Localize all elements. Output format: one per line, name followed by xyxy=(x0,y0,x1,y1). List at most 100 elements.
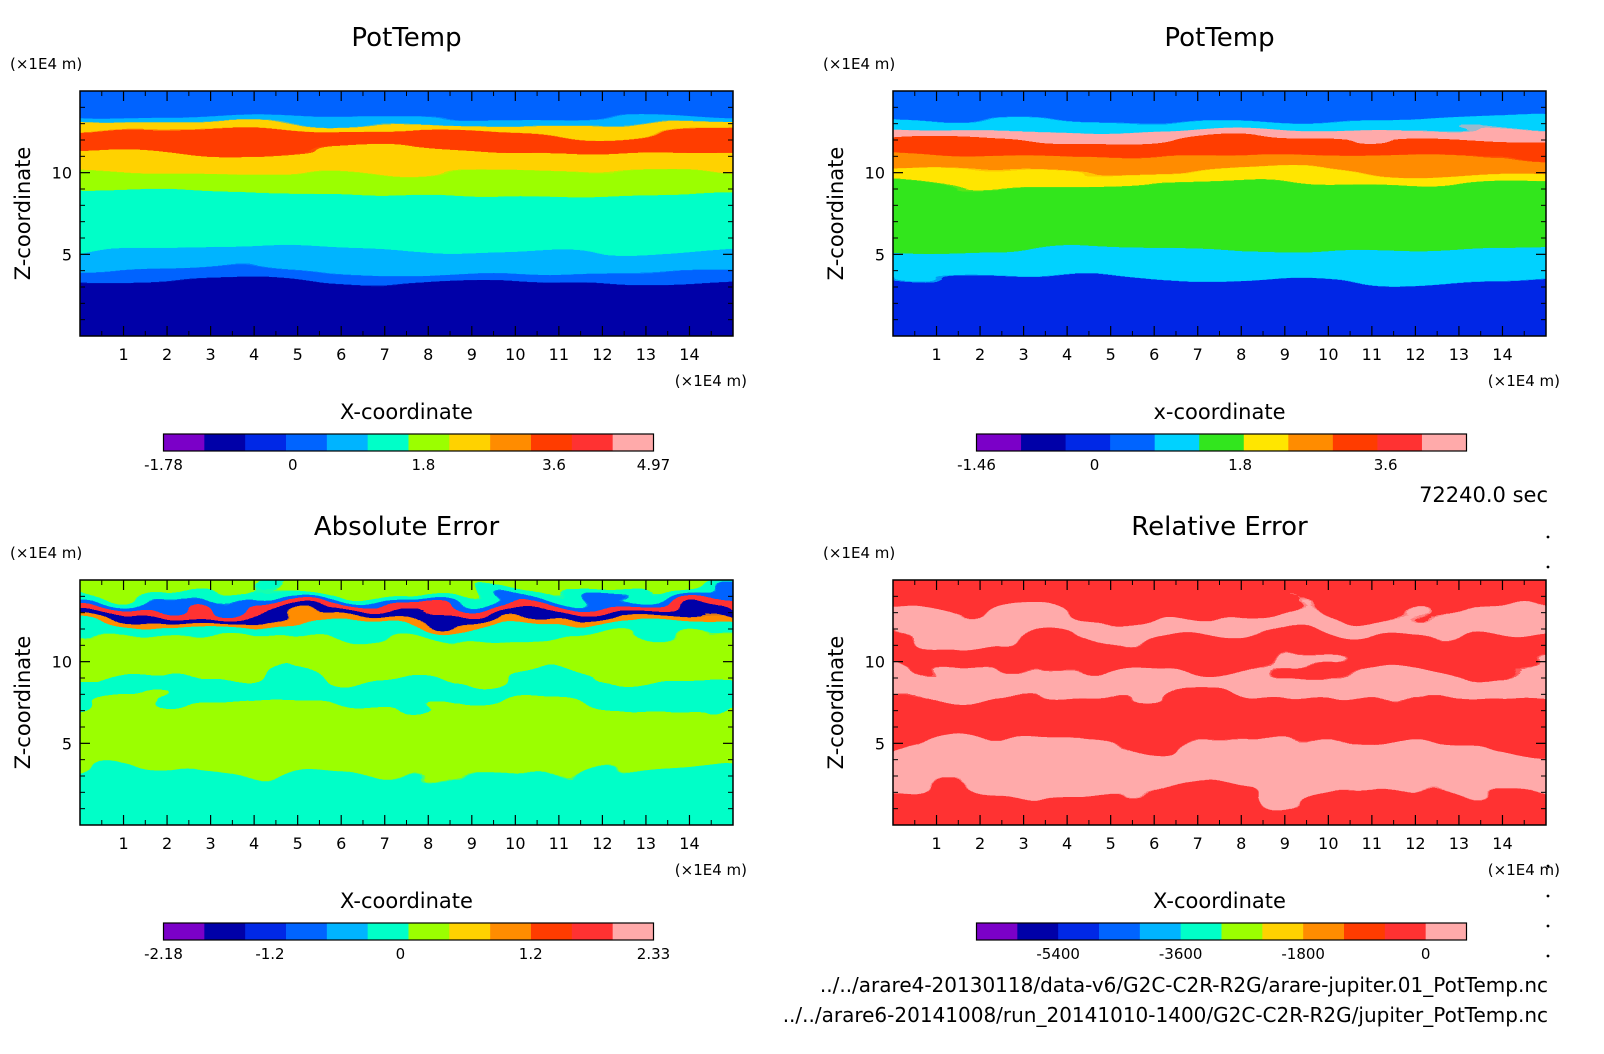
colorbar-swatch xyxy=(571,923,614,940)
margin-dot xyxy=(1546,894,1550,898)
y-tick-label: 5 xyxy=(62,734,72,753)
x-axis-label: X-coordinate xyxy=(340,400,473,424)
x-tick-label: 14 xyxy=(1492,834,1512,853)
plot-area xyxy=(80,580,733,825)
y-unit-label: (×1E4 m) xyxy=(10,544,82,562)
colorbar-frame xyxy=(162,922,655,941)
chart-panel-1: PotTemp(×1E4 m)1 2 3 4 5 6 7 8 9 10 11 12 13 14510(×1… xyxy=(10,23,747,474)
margin-dot xyxy=(1546,954,1550,958)
x-axis-label: X-coordinate xyxy=(1153,889,1286,913)
colorbar-swatch xyxy=(1221,923,1263,940)
contour-band xyxy=(80,599,733,606)
x-tick-label: 5 xyxy=(293,345,303,364)
contour-band xyxy=(80,593,733,601)
colorbar-tick-label: 4.97 xyxy=(637,456,670,474)
colorbar-tick-label: -3600 xyxy=(1159,945,1203,963)
y-axis-label: Z-coordinate xyxy=(11,636,35,770)
x-tick-label: 13 xyxy=(1449,345,1469,364)
x-tick-label: 12 xyxy=(1405,345,1425,364)
x-unit-label: (×1E4 m) xyxy=(675,861,747,879)
chart-title: PotTemp xyxy=(351,23,461,53)
colorbar-tick-label: -5400 xyxy=(1036,945,1080,963)
colorbar-swatch xyxy=(1332,434,1378,451)
x-unit-label: (×1E4 m) xyxy=(1488,861,1560,879)
y-axis-label: Z-coordinate xyxy=(11,147,35,281)
x-axis-label: x-coordinate xyxy=(1153,400,1285,424)
y-axis-label: Z-coordinate xyxy=(824,636,848,770)
margin-dot xyxy=(1546,535,1550,539)
colorbar-swatch xyxy=(245,434,287,451)
x-tick-label: 11 xyxy=(549,834,569,853)
colorbar-swatch xyxy=(490,434,532,451)
x-tick-label: 12 xyxy=(1405,834,1425,853)
x-tick-label: 6 xyxy=(1149,345,1159,364)
colorbar-tick-label: 0 xyxy=(1090,456,1100,474)
colorbar-swatch xyxy=(1303,923,1345,940)
colorbar-swatch xyxy=(204,923,246,940)
x-tick-label: 1 xyxy=(931,345,941,364)
contour-field xyxy=(80,580,733,825)
colorbar-swatch xyxy=(1065,434,1111,451)
y-axis-label: Z-coordinate xyxy=(824,147,848,281)
contour-band xyxy=(893,140,1546,158)
y-unit-label: (×1E4 m) xyxy=(823,55,895,73)
contour-band xyxy=(80,151,733,174)
contour-band xyxy=(80,580,733,595)
margin-dot xyxy=(1546,924,1550,928)
x-tick-label: 5 xyxy=(293,834,303,853)
colorbar-swatch xyxy=(449,923,491,940)
x-tick-label: 4 xyxy=(1062,345,1072,364)
x-tick-label: 14 xyxy=(679,834,699,853)
colorbar-swatch xyxy=(1425,923,1467,940)
contour-band xyxy=(80,125,733,133)
colorbar-swatch xyxy=(1421,434,1467,451)
contour-band xyxy=(893,697,1546,745)
x-axis-label: X-coordinate xyxy=(340,889,473,913)
x-tick-label: 5 xyxy=(1106,345,1116,364)
chart-title: Relative Error xyxy=(1131,512,1308,542)
x-tick-label: 2 xyxy=(975,345,985,364)
colorbar-swatch xyxy=(1139,923,1182,940)
x-tick-label: 6 xyxy=(336,834,346,853)
file-path-2: ../../arare6-20141008/run_20141010-1400/… xyxy=(783,1003,1548,1027)
contour-band xyxy=(80,678,733,704)
colorbar-swatch xyxy=(408,923,450,940)
x-tick-label: 3 xyxy=(206,834,216,853)
plot-area xyxy=(893,580,1546,825)
colorbar-tick-label: -1800 xyxy=(1281,945,1325,963)
contour-band xyxy=(893,612,1546,639)
x-tick-label: 8 xyxy=(423,834,433,853)
colorbar-tick-label: 1.2 xyxy=(519,945,543,963)
contour-band xyxy=(893,580,1546,614)
colorbar-tick-label: -1.78 xyxy=(144,456,183,474)
colorbar-swatch xyxy=(1199,434,1245,451)
contour-band xyxy=(80,118,733,127)
colorbar-swatch xyxy=(1243,434,1289,451)
x-tick-label: 13 xyxy=(636,345,656,364)
contour-band xyxy=(80,172,733,195)
y-tick-label: 10 xyxy=(865,164,885,183)
colorbar-swatch xyxy=(326,434,369,451)
x-tick-label: 9 xyxy=(467,345,477,364)
colorbar-swatch xyxy=(163,923,205,940)
colorbar-swatch xyxy=(286,434,328,451)
y-unit-label: (×1E4 m) xyxy=(10,55,82,73)
colorbar-frame xyxy=(975,922,1468,941)
time-label: 72240.0 sec xyxy=(1419,483,1548,507)
margin-dot xyxy=(1546,864,1550,868)
colorbar-tick-label: 0 xyxy=(288,456,298,474)
x-tick-label: 3 xyxy=(1019,834,1029,853)
colorbar-swatch xyxy=(1058,923,1100,940)
contour-band xyxy=(893,156,1546,174)
x-unit-label: (×1E4 m) xyxy=(675,372,747,390)
x-tick-label: 4 xyxy=(249,834,259,853)
colorbar-tick-label: -1.46 xyxy=(957,456,996,474)
contour-band xyxy=(893,184,1546,251)
colorbar-swatch xyxy=(408,434,450,451)
colorbar-swatch xyxy=(1384,923,1427,940)
x-tick-label: 1 xyxy=(118,345,128,364)
contour-field xyxy=(80,91,733,336)
contour-band xyxy=(893,637,1546,671)
colorbar-frame xyxy=(162,433,655,452)
colorbar-swatch xyxy=(490,923,532,940)
